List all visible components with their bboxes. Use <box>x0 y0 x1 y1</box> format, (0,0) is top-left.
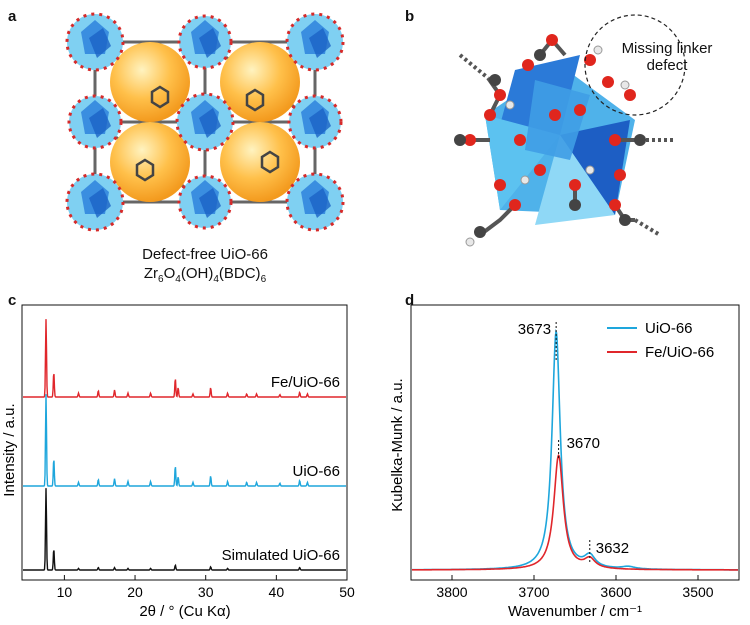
defect-annotation-line1: Missing linker <box>621 40 713 57</box>
xrd-series-line <box>23 394 346 487</box>
ir-x-tick-label: 3500 <box>682 584 713 600</box>
xrd-x-tick-label: 30 <box>198 584 214 600</box>
panel-a-letter: a <box>8 8 17 25</box>
xrd-series-label: Fe/UiO-66 <box>271 374 340 391</box>
ir-series-line <box>412 453 738 571</box>
ir-x-tick-label: 3800 <box>436 584 467 600</box>
panel-a-formula: Zr6O4(OH)4(BDC)6 <box>143 265 267 285</box>
xrd-series-label: UiO-66 <box>292 463 340 480</box>
pore-spheres <box>110 42 300 202</box>
xrd-series-label: Simulated UiO-66 <box>222 547 340 564</box>
panel-d-letter: d <box>405 292 415 309</box>
ir-x-tick-label: 3600 <box>600 584 631 600</box>
ir-peak-label: 3670 <box>567 435 600 452</box>
panel-a-title: Defect-free UiO-66 <box>142 246 268 263</box>
ir-peak-annotations: 3673 3670 3632 <box>518 321 629 562</box>
oxygen-atoms <box>464 34 636 211</box>
ir-peak-label: 3673 <box>518 321 551 338</box>
xrd-series-line <box>23 488 346 571</box>
benzene-rings <box>135 85 280 182</box>
ir-peak-label: 3632 <box>596 540 629 557</box>
defect-highlight-circle <box>584 14 686 116</box>
defect-annotation: Missing linker defect <box>607 40 727 74</box>
hydrogen-atoms <box>465 45 630 247</box>
xrd-x-axis-label: 2θ / ° (Cu Kα) <box>139 603 230 620</box>
xrd-series-line <box>23 319 346 398</box>
zr6-clusters <box>65 12 345 232</box>
xrd-x-tick-label: 20 <box>127 584 143 600</box>
panel-c-letter: c <box>8 292 17 309</box>
ir-x-ticks: 3800 3700 3600 3500 <box>436 575 714 600</box>
xrd-plot-frame <box>21 304 348 581</box>
xrd-x-ticks: 10 20 30 40 50 <box>57 575 355 600</box>
ir-chart: 3800 3700 3600 3500 3673 3670 3632 UiO-66 Fe/U… <box>389 304 740 620</box>
carbon-atoms <box>454 49 646 238</box>
ir-plot-frame <box>410 304 740 581</box>
xrd-x-tick-label: 40 <box>269 584 285 600</box>
xrd-series-labels: Fe/UiO-66 UiO-66 Simulated UiO-66 <box>222 374 340 564</box>
ir-legend: UiO-66 Fe/UiO-66 <box>607 320 714 361</box>
xrd-x-tick-label: 50 <box>339 584 355 600</box>
uio66-framework-illustration <box>65 12 345 232</box>
defect-annotation-line2: defect <box>646 57 688 74</box>
ir-x-tick-label: 3700 <box>518 584 549 600</box>
linker-stubs <box>458 53 675 237</box>
xrd-chart: 10 20 30 40 50 Fe/UiO-66 UiO-66 Simulated UiO-… <box>1 304 355 620</box>
panel-a-caption: Defect-free UiO-66 Zr6O4(OH)4(BDC)6 <box>55 246 355 285</box>
ir-y-axis-label: Kubelka-Munk / a.u. <box>389 378 406 511</box>
xrd-series <box>23 319 346 571</box>
ir-legend-label: UiO-66 <box>645 320 693 337</box>
panel-b-letter: b <box>405 8 415 25</box>
xrd-x-tick-label: 10 <box>57 584 73 600</box>
ir-x-axis-label: Wavenumber / cm⁻¹ <box>508 603 642 620</box>
zr6-cluster-defect-illustration <box>454 14 686 247</box>
xrd-y-axis-label: Intensity / a.u. <box>1 403 18 496</box>
ir-series <box>412 328 738 571</box>
ir-legend-label: Fe/UiO-66 <box>645 344 714 361</box>
